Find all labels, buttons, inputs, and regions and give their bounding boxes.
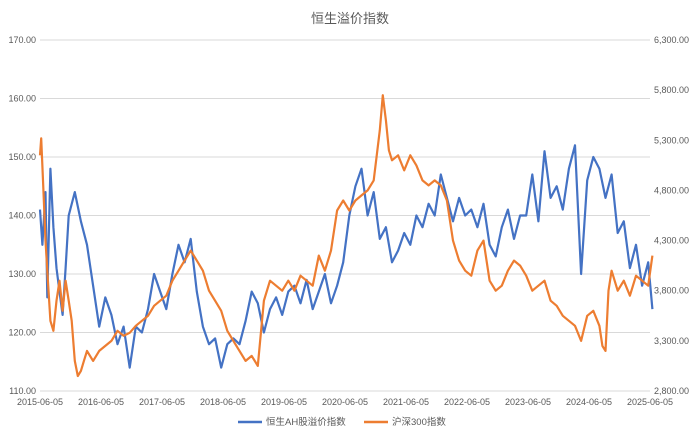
series-line-csi300	[38, 94, 654, 378]
right-tick-label: 3,800.00	[654, 286, 689, 296]
left-tick-label: 170.00	[8, 35, 36, 45]
x-tick-label: 2016-06-05	[78, 397, 124, 407]
left-tick-label: 130.00	[8, 269, 36, 279]
right-tick-label: 4,800.00	[654, 185, 689, 195]
x-axis-ticks: 2015-06-05 2016-06-05 2017-06-05 2018-06-05…	[17, 397, 673, 407]
legend: 恒生AH股溢价指数 沪深300指数	[238, 416, 446, 428]
x-tick-label: 2021-06-05	[383, 397, 429, 407]
legend-label-ah-premium: 恒生AH股溢价指数	[266, 416, 346, 428]
x-tick-label: 2025-06-05	[627, 397, 673, 407]
gridlines	[40, 39, 650, 392]
x-tick-label: 2024-06-05	[566, 397, 612, 407]
left-tick-label: 160.00	[8, 94, 36, 104]
x-tick-label: 2023-06-05	[505, 397, 551, 407]
left-tick-label: 140.00	[8, 211, 36, 221]
right-tick-label: 5,300.00	[654, 135, 689, 145]
x-tick-label: 2020-06-05	[322, 397, 368, 407]
left-axis-ticks: 110.00 120.00 130.00 140.00 150.00 160.00 170.…	[8, 35, 36, 396]
right-tick-label: 3,300.00	[654, 336, 689, 346]
chart-title: 恒生溢价指数	[311, 11, 389, 26]
legend-label-csi300: 沪深300指数	[392, 416, 446, 428]
left-tick-label: 120.00	[8, 328, 36, 338]
right-tick-label: 5,800.00	[654, 85, 689, 95]
x-tick-label: 2017-06-05	[139, 397, 185, 407]
right-tick-label: 6,300.00	[654, 35, 689, 45]
x-tick-label: 2015-06-05	[17, 397, 63, 407]
x-tick-label: 2022-06-05	[444, 397, 490, 407]
right-axis-ticks: 2,800.00 3,300.00 3,800.00 4,300.00 4,800.00…	[654, 35, 689, 396]
right-tick-label: 4,300.00	[654, 236, 689, 246]
x-tick-label: 2019-06-05	[261, 397, 307, 407]
series-line-ah-premium	[38, 144, 654, 369]
left-tick-label: 150.00	[8, 152, 36, 162]
left-tick-label: 110.00	[9, 386, 36, 396]
x-tick-label: 2018-06-05	[200, 397, 246, 407]
right-tick-label: 2,800.00	[654, 386, 689, 396]
series-layer	[38, 94, 654, 378]
